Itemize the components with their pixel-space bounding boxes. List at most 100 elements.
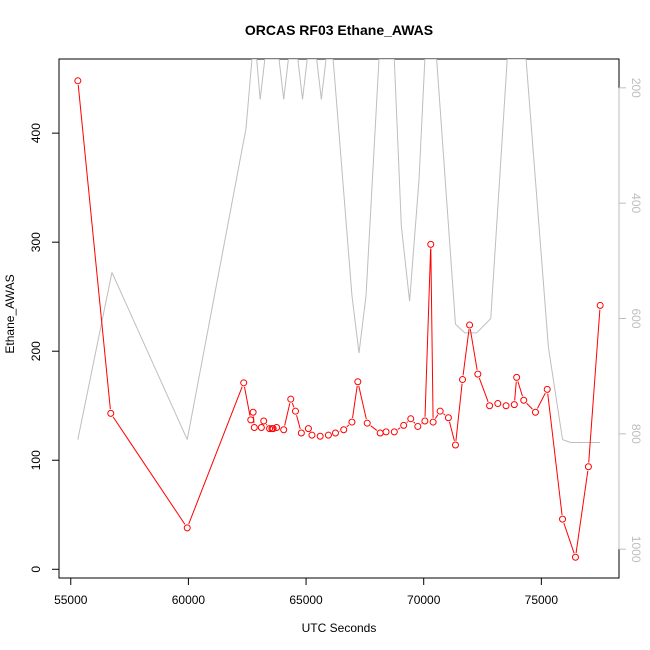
ethane-data-point: [407, 415, 415, 423]
ethane-data-point: [240, 379, 248, 387]
ethane-line-segment: [430, 248, 434, 418]
ethane-series-layer: [74, 77, 604, 561]
ethane-line-segment: [536, 392, 546, 409]
altitude-line-segment: [316, 59, 322, 100]
altitude-line-segment: [302, 59, 308, 100]
y-tick-label: 300: [29, 232, 43, 252]
altitude-line-segment: [490, 59, 508, 319]
ethane-data-point: [273, 424, 281, 432]
ethane-line-segment: [244, 386, 251, 416]
ethane-line-segment: [413, 421, 416, 424]
altitude-line-segment: [77, 272, 113, 440]
ethane-line-segment: [352, 385, 358, 418]
altitude-line-segment: [476, 318, 492, 334]
y-tick-label: 400: [29, 123, 43, 143]
chart-title: ORCAS RF03 Ethane_AWAS: [245, 22, 433, 38]
altitude-line-segment: [455, 323, 466, 334]
altitude-line-segment: [320, 59, 327, 100]
ethane-data-point: [414, 422, 422, 430]
ethane-data-point: [520, 396, 528, 404]
x-tick-label: 60000: [172, 593, 206, 607]
altitude-line-segment: [418, 59, 426, 181]
altitude-line-segment: [436, 59, 456, 325]
ethane-data-point: [584, 463, 592, 471]
altitude-line-segment: [358, 295, 367, 354]
ethane-line-segment: [358, 385, 367, 420]
ethane-data-point: [340, 426, 348, 434]
ethane-line-segment: [443, 413, 446, 416]
ethane-data-point: [260, 417, 268, 425]
ethane-data-point: [331, 429, 339, 437]
ethane-data-point: [436, 407, 444, 415]
ethane-line-segment: [284, 403, 291, 426]
altitude-line-segment: [297, 59, 304, 100]
ethane-line-segment: [370, 425, 378, 431]
altitude-line-segment: [256, 59, 261, 100]
ethane-data-point: [429, 418, 437, 426]
altitude-line-segment: [278, 59, 285, 100]
ethane-data-point: [451, 441, 459, 449]
y2-tick-label: 800: [629, 424, 643, 444]
ethane-data-point: [183, 524, 191, 532]
ethane-data-point: [74, 77, 82, 85]
altitude-line-segment: [245, 59, 253, 129]
ethane-line-segment: [346, 424, 350, 428]
ethane-line-segment: [296, 415, 301, 430]
ethane-data-point: [249, 408, 257, 416]
ethane-data-point: [474, 370, 482, 378]
altitude-line-segment: [525, 59, 549, 348]
ethane-data-point: [510, 401, 518, 409]
ethane-line-segment: [563, 522, 575, 554]
ethane-line-segment: [112, 416, 186, 525]
ethane-data-point: [382, 428, 390, 436]
ethane-data-point: [466, 321, 474, 329]
altitude-line-segment: [409, 180, 420, 302]
ethane-data-point: [107, 409, 115, 417]
ethane-data-point: [324, 431, 332, 439]
ethane-data-point: [287, 395, 295, 403]
ethane-line-segment: [291, 402, 295, 408]
ethane-line-segment: [547, 393, 563, 516]
ethane-data-point: [400, 421, 408, 429]
ethane-line-segment: [265, 424, 268, 426]
ethane-data-point: [502, 402, 510, 410]
ethane-data-point: [531, 408, 539, 416]
ethane-line-segment: [424, 248, 432, 417]
ethane-data-point: [354, 378, 362, 386]
ethane-line-segment: [434, 414, 439, 419]
ethane-line-segment: [478, 377, 489, 402]
y-tick-label: 100: [29, 450, 43, 470]
x-axis-title: UTC Seconds: [302, 621, 377, 635]
y-axis-left: 0 100 200 300 400: [29, 123, 60, 573]
altitude-line-segment: [393, 59, 402, 227]
altitude-line-segment: [283, 59, 289, 100]
y-axis-title: Ethane_AWAS: [3, 274, 17, 353]
ethane-line-segment: [575, 470, 589, 554]
ethane-line-segment: [397, 427, 401, 430]
ethane-data-point: [494, 400, 502, 408]
ethane-line-segment: [77, 84, 111, 410]
y-axis-right: 200 400 600 800 1000: [618, 78, 643, 563]
altitude-line-segment: [111, 272, 188, 440]
ethane-data-point: [559, 515, 567, 523]
ethane-data-point: [543, 385, 551, 393]
ethane-data-point: [363, 419, 371, 427]
ethane-line-segment: [455, 383, 463, 441]
altitude-line-segment: [562, 439, 571, 443]
ethane-data-point: [257, 424, 265, 432]
ethane-data-point: [348, 418, 356, 426]
ethane-data-point: [297, 429, 305, 437]
ethane-data-point: [247, 416, 255, 424]
ethane-line-segment: [517, 381, 523, 397]
ethane-data-point: [444, 414, 452, 422]
ethane-line-segment: [462, 329, 470, 376]
ethane-data-point: [513, 373, 521, 381]
ethane-data-point: [459, 376, 467, 384]
ethane-data-point: [421, 417, 429, 425]
altitude-line-segment: [400, 226, 411, 302]
ethane-line-segment: [514, 381, 517, 401]
ethane-line-segment: [526, 402, 533, 410]
y-tick-label: 200: [29, 341, 43, 361]
